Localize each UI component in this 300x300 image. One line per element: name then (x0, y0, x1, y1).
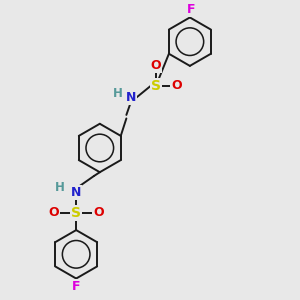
Text: O: O (93, 206, 104, 220)
Text: H: H (55, 182, 65, 194)
Text: F: F (187, 3, 196, 16)
Text: S: S (151, 79, 161, 93)
Text: S: S (71, 206, 81, 220)
Text: H: H (112, 87, 122, 100)
Text: F: F (72, 280, 80, 293)
Text: O: O (151, 59, 161, 72)
Text: O: O (49, 206, 59, 220)
Text: N: N (126, 91, 136, 104)
Text: N: N (71, 186, 81, 199)
Text: O: O (171, 80, 182, 92)
